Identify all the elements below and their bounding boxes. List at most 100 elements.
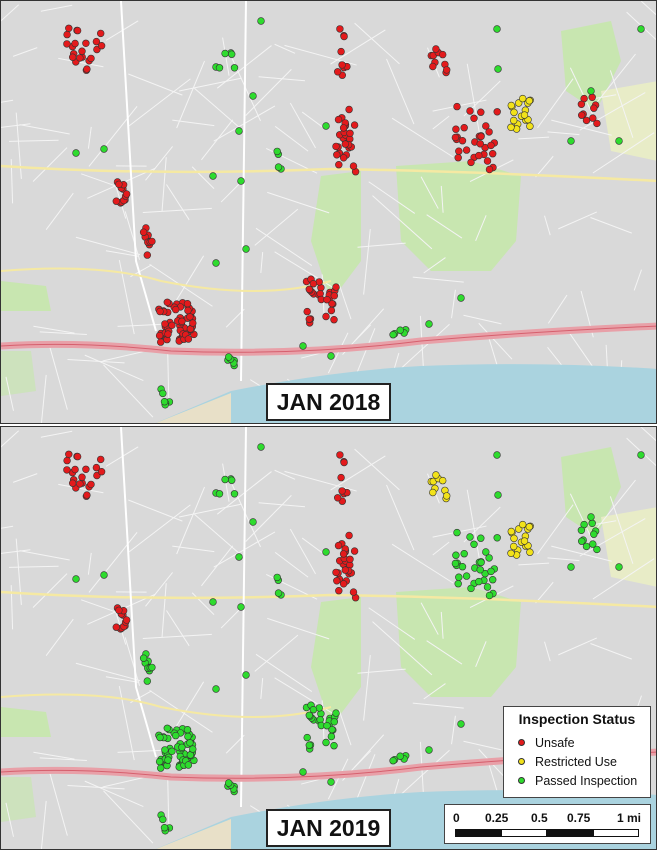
unsafe-marker	[337, 47, 345, 56]
map-panel-2018: JAN 2018	[0, 0, 657, 424]
street	[518, 562, 550, 566]
passed-marker	[567, 137, 575, 145]
street	[386, 58, 415, 125]
unsafe-marker	[68, 53, 77, 61]
golf-course-area	[396, 587, 521, 697]
passed-marker	[467, 584, 475, 593]
passed-marker	[582, 542, 591, 551]
passed-marker	[299, 768, 307, 776]
unsafe-marker	[341, 566, 349, 574]
restricted-marker	[520, 111, 529, 119]
street	[451, 715, 456, 745]
street	[338, 709, 352, 746]
street	[547, 294, 568, 324]
unsafe-marker	[451, 133, 460, 142]
street	[88, 532, 138, 593]
street	[544, 215, 551, 236]
street	[254, 634, 299, 672]
unsafe-marker	[303, 307, 311, 316]
street	[284, 470, 357, 492]
street	[596, 479, 636, 529]
passed-marker	[328, 725, 336, 734]
street	[633, 269, 642, 291]
inspection-markers	[63, 17, 645, 409]
unsafe-marker	[477, 132, 485, 141]
unsafe-marker	[97, 41, 106, 50]
unsafe-marker	[71, 39, 79, 48]
unsafe-marker	[582, 116, 591, 125]
street	[596, 53, 636, 103]
passed-marker	[274, 589, 283, 597]
passed-marker	[299, 342, 307, 350]
street	[167, 776, 170, 833]
street	[354, 448, 400, 491]
street	[396, 749, 450, 799]
passed-marker	[184, 732, 192, 741]
street	[274, 125, 309, 152]
unsafe-marker	[336, 25, 344, 33]
inspection-markers	[63, 443, 645, 835]
passed-marker	[451, 559, 460, 568]
passed-marker	[100, 145, 108, 153]
street	[167, 350, 170, 407]
street	[420, 602, 439, 635]
unsafe-marker	[334, 494, 342, 502]
street	[363, 229, 371, 295]
unsafe-marker	[87, 54, 95, 63]
passed-marker	[228, 476, 236, 484]
unsafe-marker	[92, 37, 101, 46]
street	[124, 637, 141, 686]
street	[128, 78, 191, 127]
street	[1, 525, 14, 529]
legend-label: Restricted Use	[535, 754, 617, 769]
unsafe-marker	[83, 65, 91, 73]
unsafe-marker	[482, 122, 490, 130]
street	[551, 545, 612, 562]
street	[579, 518, 646, 557]
unsafe-marker	[487, 141, 495, 150]
unsafe-marker-icon	[518, 739, 525, 746]
unsafe-marker	[184, 306, 192, 315]
passed-marker	[157, 764, 165, 772]
unsafe-marker	[439, 50, 447, 59]
unsafe-marker	[333, 151, 341, 159]
passed-marker	[249, 92, 257, 100]
major-road	[1, 693, 332, 718]
unsafe-marker	[63, 40, 71, 48]
street	[590, 217, 632, 234]
unsafe-marker	[115, 606, 123, 615]
street	[1, 4, 20, 22]
street	[194, 87, 244, 131]
passed-marker	[209, 598, 217, 606]
restricted-marker	[507, 101, 515, 110]
unsafe-marker	[349, 588, 358, 596]
unsafe-marker	[71, 465, 79, 474]
street	[260, 678, 264, 699]
street	[5, 802, 14, 837]
restricted-marker	[510, 542, 518, 551]
passed-marker	[327, 352, 335, 360]
passed-marker	[212, 259, 220, 267]
passed-marker	[225, 779, 233, 787]
passed-marker	[332, 709, 340, 717]
scale-segment	[593, 829, 639, 837]
street	[103, 790, 154, 844]
street	[58, 57, 104, 68]
passed-marker	[476, 566, 484, 574]
street	[274, 551, 309, 578]
park-area	[1, 351, 36, 396]
passed-marker	[396, 326, 404, 334]
street	[537, 504, 574, 555]
street	[84, 354, 144, 381]
street	[463, 314, 502, 325]
passed-marker	[242, 671, 250, 679]
unsafe-marker	[122, 616, 131, 624]
unsafe-marker	[332, 142, 340, 151]
scale-tick: 0.5	[531, 811, 548, 825]
street	[426, 214, 463, 239]
street	[67, 359, 125, 364]
restricted-marker	[525, 523, 533, 531]
unsafe-marker	[333, 577, 341, 585]
street	[547, 557, 580, 562]
unsafe-marker	[475, 151, 483, 160]
